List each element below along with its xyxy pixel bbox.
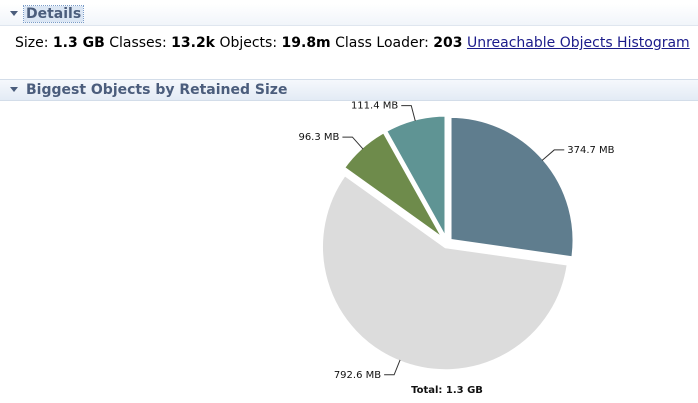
slice-label: 96.3 MB <box>298 132 339 143</box>
leader-line <box>401 105 416 122</box>
label: Objects: <box>219 35 278 51</box>
label: Size: <box>15 35 49 51</box>
leader-line <box>541 149 565 161</box>
section-title: Details <box>22 5 85 23</box>
link[interactable]: Unreachable Objects Histogram <box>466 35 690 51</box>
value: 203 <box>433 35 463 51</box>
label: Class Loader: <box>335 35 429 51</box>
leader-line <box>384 359 401 376</box>
value: 19.8m <box>281 35 331 51</box>
chart-title: Biggest Objects by Retained Size <box>26 82 288 98</box>
pie-slice <box>448 114 576 260</box>
slice-label: 792.6 MB <box>334 370 381 381</box>
value: 1.3 GB <box>52 35 105 51</box>
slice-label: 374.7 MB <box>567 145 614 156</box>
details-line: Size: 1.3 GB Classes: 13.2k Objects: 19.… <box>15 35 690 51</box>
details-header[interactable]: Details <box>0 4 698 26</box>
chart-header[interactable]: Biggest Objects by Retained Size <box>0 79 698 101</box>
total-label: Total: 1.3 GB <box>411 385 483 396</box>
collapse-arrow <box>10 87 18 92</box>
slice-label: 111.4 MB <box>351 101 398 112</box>
value: 13.2k <box>171 35 215 51</box>
leader-line <box>342 136 364 150</box>
label: Classes: <box>109 35 167 51</box>
collapse-arrow <box>10 11 18 16</box>
